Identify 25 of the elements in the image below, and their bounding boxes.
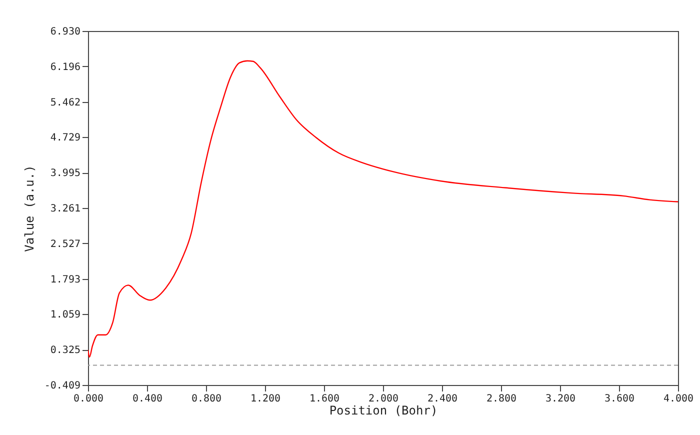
y-tick-label: 4.729 (50, 132, 80, 144)
x-tick-label: 3.200 (545, 394, 576, 404)
x-tick-label: 2.800 (486, 394, 517, 404)
x-tick-label: 4.000 (663, 394, 694, 404)
x-tick-label: 0.000 (73, 394, 104, 404)
x-tick-label: 0.800 (191, 394, 222, 404)
x-tick-label: 1.600 (309, 394, 340, 404)
y-tick-label: 1.059 (50, 310, 80, 321)
x-tick-label: 1.200 (250, 394, 281, 404)
y-tick-label: 6.930 (50, 26, 80, 38)
x-tick-label: 0.400 (132, 394, 163, 404)
line-series (88, 60, 678, 358)
y-tick-label: 1.793 (50, 274, 80, 286)
y-tick-label: 3.995 (50, 168, 80, 180)
y-tick-label: 6.196 (50, 62, 80, 73)
x-tick-label: 2.000 (368, 394, 399, 404)
y-tick-label: 3.261 (50, 203, 80, 214)
y-tick-label: -0.409 (44, 380, 80, 392)
x-axis-title: Position (Bohr) (329, 404, 438, 418)
x-tick-label: 3.600 (604, 394, 635, 404)
x-tick-label: 2.400 (427, 394, 458, 404)
y-tick-label: 5.462 (50, 97, 80, 108)
y-axis-title: Value (a.u.) (22, 165, 36, 252)
y-tick-label: 0.325 (50, 345, 80, 356)
y-tick-label: 2.527 (50, 238, 80, 250)
